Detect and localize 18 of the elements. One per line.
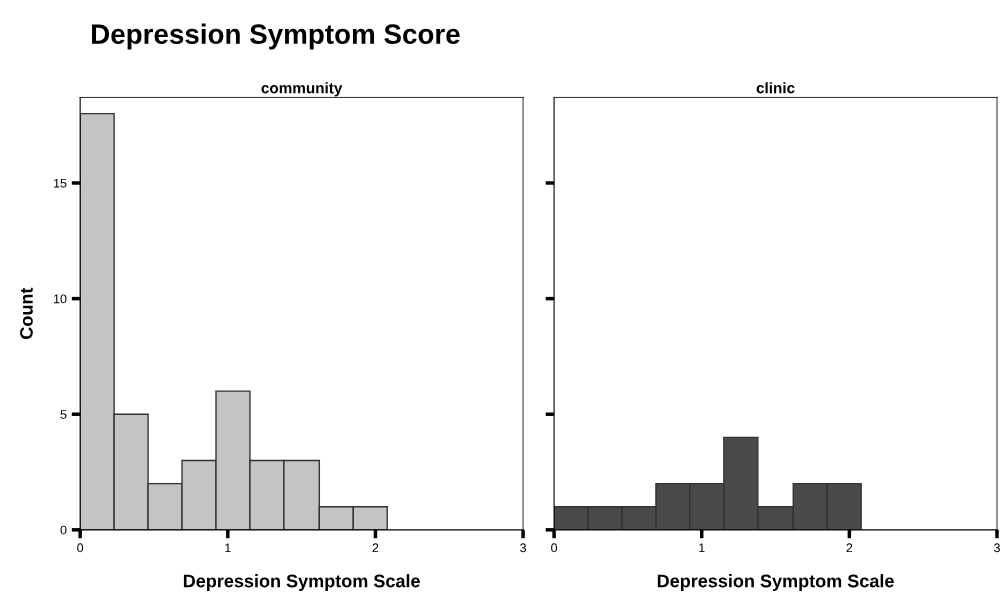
chart-subtitle: clinic [756, 82, 795, 94]
x-tick-label: 2 [372, 543, 379, 553]
x-tick-label: 3 [520, 543, 526, 553]
y-axis-title: Count [20, 287, 33, 339]
x-axis-title: Depression Symptom Scale [183, 574, 420, 591]
x-tick-label: 0 [77, 543, 84, 553]
y-tick-label: 10 [54, 294, 67, 304]
x-tick-label: 0 [551, 543, 558, 553]
chart-title: Depression Symptom Score [92, 23, 460, 50]
y-tick-label: 0 [60, 525, 67, 535]
x-tick-label: 2 [846, 543, 853, 553]
x-tick-label: 1 [225, 543, 231, 553]
y-tick-label: 15 [54, 178, 67, 188]
chart-subtitle: community [261, 82, 343, 97]
x-axis-title: Depression Symptom Scale [657, 574, 894, 591]
y-tick-label: 5 [60, 410, 67, 419]
x-tick-label: 1 [699, 543, 705, 553]
x-tick-label: 3 [993, 543, 1000, 553]
